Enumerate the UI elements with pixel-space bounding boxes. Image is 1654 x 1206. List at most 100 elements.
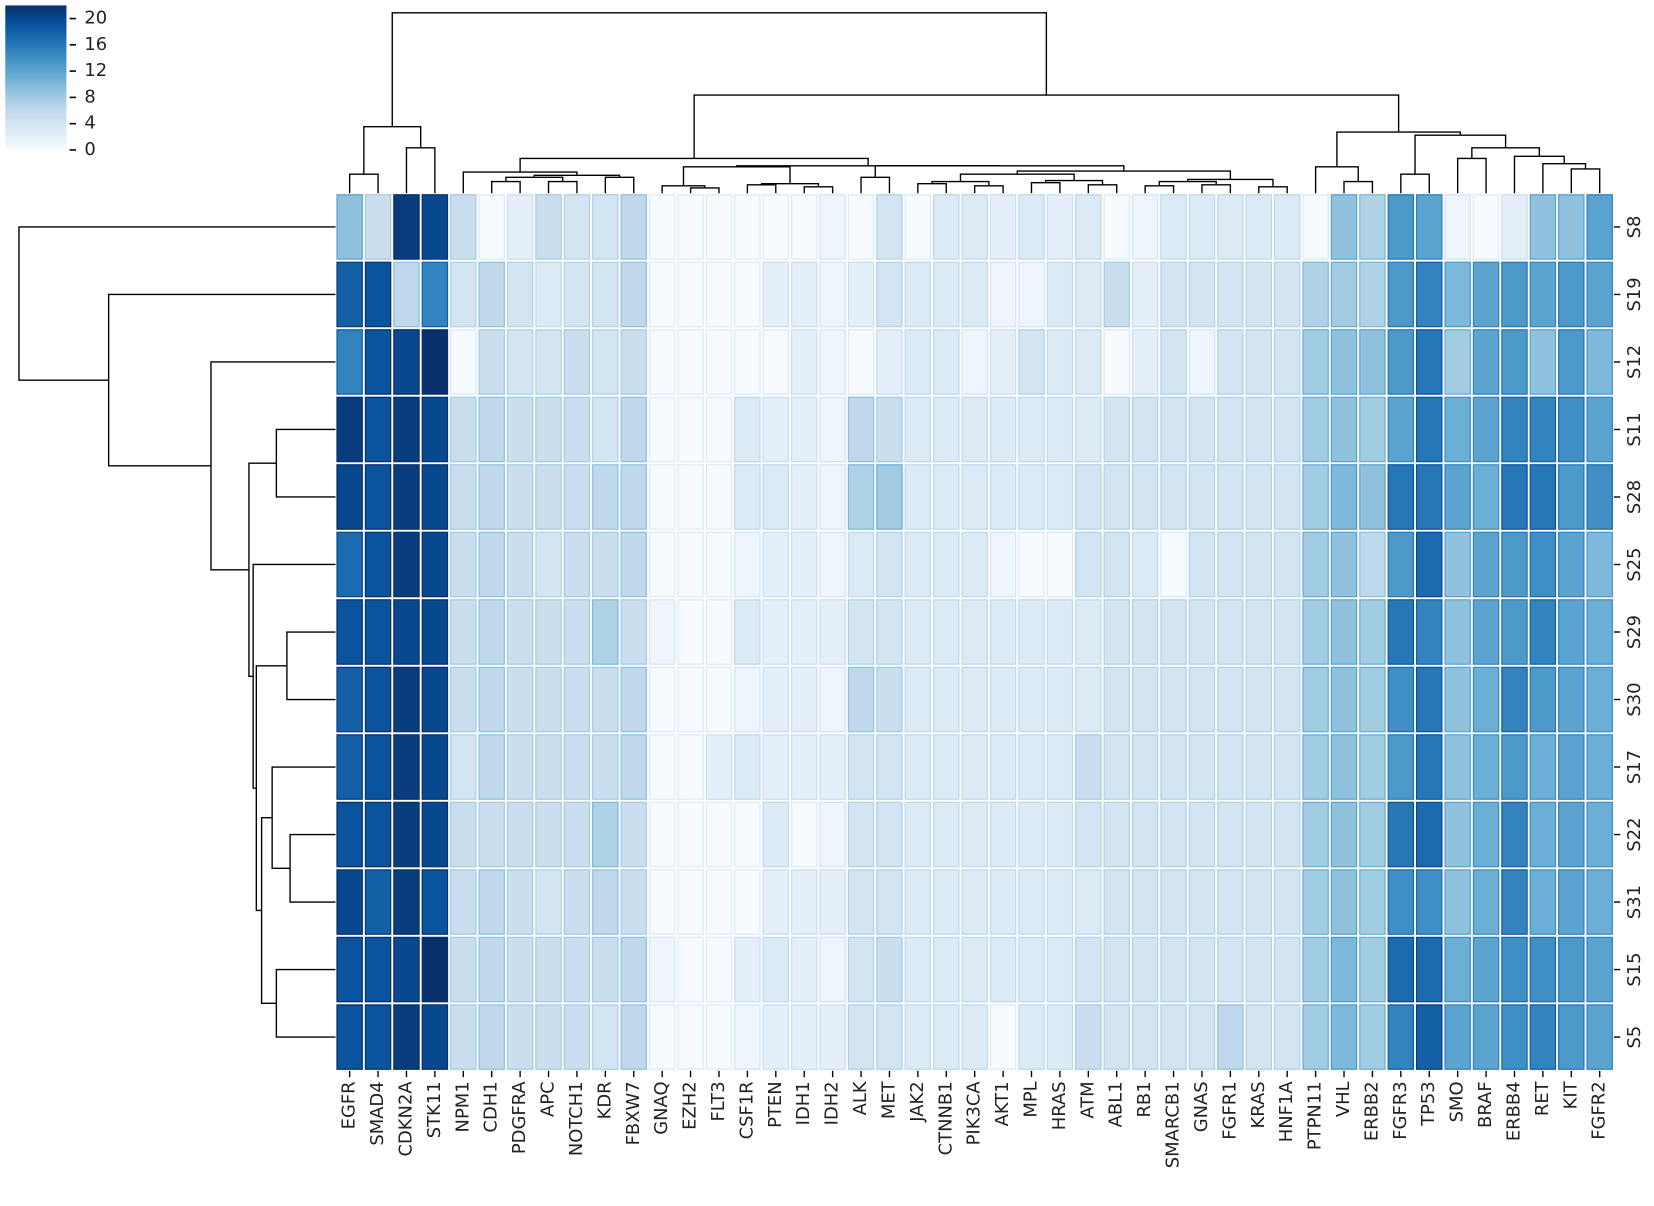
heatmap-cell-S29-FGFR1 [1217, 599, 1244, 665]
row-label: S11 [1624, 412, 1645, 446]
heatmap-cell-S5-SMAD4 [364, 1004, 392, 1070]
heatmap-cell-S31-PTEN [762, 869, 790, 935]
column-label: CDH1 [481, 1081, 502, 1132]
heatmap-cell-S22-FBXW7 [620, 801, 648, 868]
heatmap-cell-S8-AKT1 [989, 194, 1017, 260]
heatmap-cell-S15-KDR [592, 936, 619, 1003]
heatmap-cell-S12-CTNNB1 [933, 329, 960, 395]
heatmap-cell-S17-EZH2 [677, 734, 704, 800]
heatmap-cell-S8-FGFR2 [1586, 194, 1613, 260]
heatmap-cell-S30-NPM1 [450, 666, 477, 733]
heatmap-cell-S29-KDR [592, 599, 619, 665]
heatmap-cell-S11-KIT [1558, 396, 1585, 463]
heatmap-cell-S8-PTEN [762, 194, 790, 260]
heatmap-cell-S11-RET [1529, 396, 1557, 463]
heatmap-cell-S15-VHL [1330, 936, 1358, 1003]
heatmap-cell-S31-CDKN2A [393, 869, 420, 935]
heatmap-cell-S19-EZH2 [677, 261, 704, 328]
heatmap-cell-S31-APC [535, 869, 562, 935]
heatmap-cell-S29-FBXW7 [620, 599, 648, 665]
heatmap-cell-S8-NPM1 [450, 194, 477, 260]
heatmap-cell-S8-CDKN2A [393, 194, 420, 260]
dendrogram-link [286, 631, 336, 701]
heatmap-cell-S8-KDR [592, 194, 619, 260]
heatmap-cell-S29-FGFR2 [1586, 599, 1613, 665]
heatmap-cell-S30-FBXW7 [620, 666, 648, 733]
heatmap-cell-S17-SMO [1444, 734, 1471, 800]
heatmap-cell-S30-FLT3 [705, 666, 733, 733]
heatmap-cell-S8-SMARCB1 [1160, 194, 1187, 260]
dendrogram-link [604, 176, 635, 194]
heatmap-cell-S28-ATM [1075, 464, 1102, 530]
heatmap-cell-S19-CDH1 [478, 261, 505, 328]
dendrogram-link [736, 165, 1000, 167]
heatmap-cell-S5-GNAQ [648, 1004, 676, 1070]
heatmap-cell-S31-TP53 [1415, 869, 1443, 935]
heatmap-cell-S25-NPM1 [450, 531, 477, 598]
heatmap-cell-S28-EGFR [336, 464, 363, 530]
heatmap-cell-S12-PTEN [762, 329, 790, 395]
heatmap-cell-S5-EZH2 [677, 1004, 704, 1070]
heatmap-cell-S25-SMARCB1 [1160, 531, 1187, 598]
heatmap-cell-S8-CTNNB1 [933, 194, 960, 260]
heatmap-cell-S11-CDH1 [478, 396, 505, 463]
heatmap-cell-S29-BRAF [1472, 599, 1500, 665]
heatmap-cell-S11-SMO [1444, 396, 1471, 463]
heatmap-cell-S15-KRAS [1245, 936, 1273, 1003]
heatmap-cell-S25-BRAF [1472, 531, 1500, 598]
row-label: S31 [1624, 885, 1645, 919]
heatmap-cell-S30-GNAS [1188, 666, 1216, 733]
heatmap-cell-S5-IDH2 [819, 1004, 846, 1070]
heatmap-cell-S25-VHL [1330, 531, 1358, 598]
heatmap-cell-S29-SMO [1444, 599, 1471, 665]
dendrogram-link [1414, 134, 1507, 175]
dendrogram-link [391, 12, 1048, 127]
heatmap-cell-S17-MPL [1018, 734, 1045, 800]
heatmap-cell-S30-JAK2 [904, 666, 932, 733]
heatmap-cell-S19-SMARCB1 [1160, 261, 1187, 328]
heatmap-cell-S28-CDKN2A [393, 464, 420, 530]
column-label: FGFR3 [1390, 1081, 1411, 1139]
heatmap-cell-S8-TP53 [1415, 194, 1443, 260]
heatmap-cell-S31-BRAF [1472, 869, 1500, 935]
column-label: HNF1A [1276, 1081, 1297, 1143]
heatmap-cell-S15-APC [535, 936, 562, 1003]
heatmap-cell-S30-HRAS [1046, 666, 1074, 733]
heatmap-cell-S25-EGFR [336, 531, 363, 598]
heatmap-cell-S28-RET [1529, 464, 1557, 530]
dendrogram-link [275, 968, 336, 1038]
heatmap-cell-S19-CSF1R [734, 261, 761, 328]
heatmap-cell-S29-CDH1 [478, 599, 505, 665]
heatmap-cell-S19-SMAD4 [364, 261, 392, 328]
heatmap-cell-S22-ERBB4 [1501, 801, 1528, 868]
heatmap-cell-S12-HRAS [1046, 329, 1074, 395]
heatmap-cell-S5-PTPN11 [1302, 1004, 1329, 1070]
column-label: RET [1532, 1081, 1553, 1116]
heatmap-cell-S11-IDH2 [819, 396, 846, 463]
heatmap-cell-S30-FGFR1 [1217, 666, 1244, 733]
heatmap-cell-S29-GNAQ [648, 599, 676, 665]
heatmap-cell-S28-ERBB4 [1501, 464, 1528, 530]
heatmap-cell-S5-KIT [1558, 1004, 1585, 1070]
heatmap-cell-S8-IDH2 [819, 194, 846, 260]
heatmap-cell-S30-PTEN [762, 666, 790, 733]
heatmap-cell-S25-GNAQ [648, 531, 676, 598]
heatmap-cell-S15-PTPN11 [1302, 936, 1329, 1003]
heatmap-cell-S25-IDH2 [819, 531, 846, 598]
heatmap-cell-S19-RET [1529, 261, 1557, 328]
dendrogram-link [275, 428, 336, 498]
heatmap-cell-S17-FGFR3 [1387, 734, 1415, 800]
column-label: ALK [850, 1080, 871, 1115]
heatmap-cell-S12-CSF1R [734, 329, 761, 395]
heatmap-cell-S12-ATM [1075, 329, 1102, 395]
heatmap-cell-S11-APC [535, 396, 562, 463]
heatmap-cell-S8-FGFR1 [1217, 194, 1244, 260]
heatmap-cell-S5-EGFR [336, 1004, 363, 1070]
column-label: ERBB2 [1361, 1081, 1382, 1141]
heatmap-cell-S22-ALK [847, 801, 875, 868]
heatmap-cell-S8-ERBB4 [1501, 194, 1528, 260]
heatmap-cell-S8-HNF1A [1273, 194, 1301, 260]
column-label: ERBB4 [1503, 1081, 1524, 1141]
heatmap-cell-S31-RET [1529, 869, 1557, 935]
